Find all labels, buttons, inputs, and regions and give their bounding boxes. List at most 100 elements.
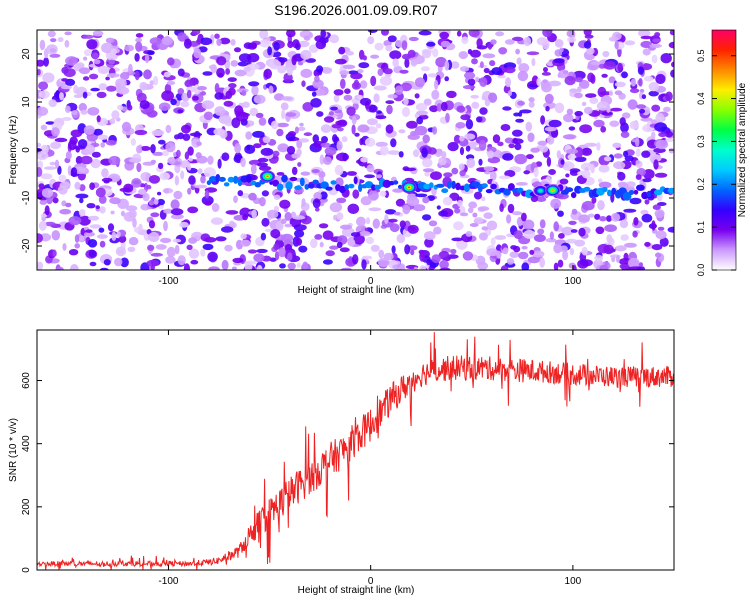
heatmap-cell — [521, 212, 527, 222]
heatmap-cell — [47, 30, 56, 38]
colorbar-tick-label: 0.1 — [696, 221, 706, 234]
heatmap-cell — [166, 246, 176, 258]
heatmap-cell — [128, 237, 139, 246]
heatmap-cell — [379, 190, 387, 197]
heatmap-cell — [147, 244, 155, 251]
heatmap-cell — [492, 134, 501, 144]
heatmap-cell — [302, 261, 309, 270]
heatmap-cell — [441, 188, 449, 194]
heatmap-cell — [614, 81, 626, 88]
heatmap-cell — [52, 250, 57, 257]
heatmap-cell — [608, 77, 614, 84]
heatmap-cell — [214, 83, 220, 93]
heatmap-cell — [231, 266, 237, 270]
heatmap-cell — [200, 249, 206, 257]
heatmap-cell — [435, 183, 445, 188]
heatmap-cell — [312, 179, 319, 185]
heatmap-cell — [93, 59, 101, 65]
heatmap-cell — [43, 57, 49, 67]
heatmap-cell — [144, 54, 150, 63]
heatmap-cell — [320, 142, 331, 148]
heatmap-cell — [393, 180, 399, 185]
y-tick-label: 10 — [21, 96, 32, 108]
heatmap-cell — [92, 30, 104, 37]
heatmap-cell — [407, 134, 420, 140]
heatmap-cell — [196, 141, 202, 147]
heatmap-cell — [114, 257, 123, 267]
heatmap-cell — [421, 158, 433, 168]
heatmap-cell — [37, 261, 44, 270]
heatmap-cell — [61, 66, 69, 74]
heatmap-cell — [633, 217, 639, 226]
heatmap-cell — [150, 264, 155, 270]
heatmap-cell — [554, 49, 563, 57]
heatmap-cell — [150, 252, 163, 257]
heatmap-cell — [54, 137, 68, 143]
heatmap-cell — [444, 76, 450, 82]
heatmap-cell — [213, 128, 225, 136]
heatmap-cell — [105, 37, 115, 44]
heatmap-cell — [453, 221, 464, 231]
heatmap-cell — [460, 114, 471, 121]
heatmap-cell — [310, 98, 322, 108]
heatmap-cell — [71, 110, 78, 116]
heatmap-cells — [37, 30, 674, 270]
heatmap-cell — [233, 195, 238, 203]
heatmap-cell — [620, 131, 630, 139]
heatmap-cell — [75, 193, 89, 199]
heatmap-cell — [426, 41, 436, 47]
heatmap-cell — [115, 246, 126, 257]
heatmap-cell — [523, 229, 536, 239]
spectrogram-y-ticks: -20 -10 0 10 20 — [21, 48, 674, 253]
colorbar-tick-label: 0.4 — [696, 92, 706, 105]
heatmap-cell — [548, 80, 561, 87]
heatmap-cell — [204, 200, 212, 206]
heatmap-cell — [389, 50, 402, 60]
heatmap-cell — [635, 136, 640, 148]
heatmap-cell — [490, 237, 496, 246]
heatmap-cell — [479, 107, 488, 115]
heatmap-cell — [139, 100, 150, 110]
x-tick-label: -100 — [158, 576, 178, 587]
heatmap-cell — [260, 147, 274, 156]
heatmap-cell — [476, 38, 483, 48]
heatmap-cell — [315, 39, 326, 50]
heatmap-cell — [295, 42, 301, 51]
heatmap-cell — [392, 58, 400, 68]
heatmap-cell — [314, 234, 323, 240]
heatmap-cell — [518, 63, 530, 73]
heatmap-cell — [613, 153, 623, 159]
heatmap-cell — [181, 124, 191, 134]
heatmap-cell — [497, 141, 504, 147]
heatmap-cell — [193, 47, 202, 59]
heatmap-cell — [562, 134, 576, 140]
heatmap-cell — [136, 162, 142, 173]
heatmap-cell — [101, 42, 114, 54]
heatmap-cell — [313, 192, 322, 201]
heatmap-cell — [527, 256, 541, 264]
heatmap-cell — [385, 124, 394, 134]
heatmap-cell — [577, 86, 582, 93]
heatmap-cell — [375, 123, 382, 129]
heatmap-cell — [325, 186, 333, 191]
heatmap-cell — [180, 170, 185, 180]
heatmap-cell — [646, 120, 652, 131]
heatmap-cell — [127, 246, 136, 252]
heatmap-cell — [655, 252, 662, 258]
heatmap-cell — [560, 159, 565, 165]
heatmap-cell — [361, 259, 367, 270]
heatmap-cell — [406, 196, 420, 207]
heatmap-cell — [103, 259, 111, 266]
heatmap-cell — [59, 208, 72, 215]
heatmap-cell — [546, 156, 552, 167]
heatmap-cell — [200, 233, 211, 242]
heatmap-cell — [593, 119, 605, 128]
heatmap-cell — [364, 174, 375, 179]
heatmap-cell — [316, 111, 324, 117]
heatmap-cell — [455, 182, 461, 191]
heatmap-cell — [279, 263, 286, 269]
heatmap-cell — [651, 54, 658, 64]
heatmap-cell — [574, 92, 583, 99]
heatmap-cell — [58, 174, 67, 182]
heatmap-cell — [68, 139, 77, 151]
